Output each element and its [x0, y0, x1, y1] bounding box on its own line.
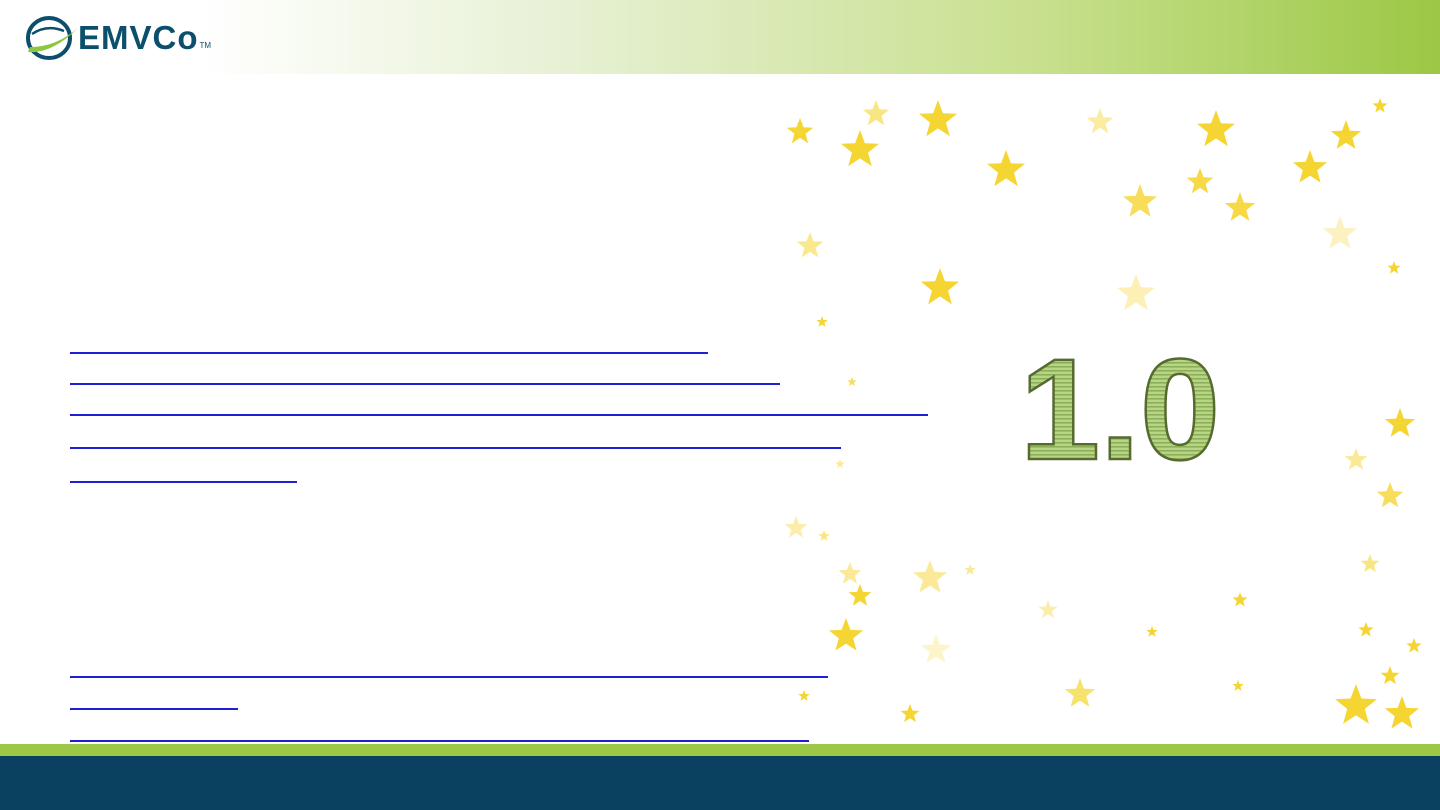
star-decoration	[784, 98, 1422, 729]
star-icon	[1117, 274, 1155, 311]
star-icon	[862, 100, 890, 126]
hyperlink-underline[interactable]	[70, 352, 708, 354]
star-icon	[1146, 626, 1158, 637]
star-icon	[841, 130, 879, 167]
star-icon	[1360, 554, 1380, 573]
star-icon	[1406, 638, 1422, 653]
star-icon	[784, 516, 808, 538]
star-icon	[1038, 600, 1058, 619]
version-text: 1.0	[1020, 346, 1220, 476]
hyperlink-underline[interactable]	[70, 447, 841, 449]
star-icon	[1335, 684, 1377, 724]
star-icon	[920, 634, 952, 663]
star-icon	[912, 560, 948, 593]
star-icon	[798, 690, 810, 701]
star-icon	[900, 704, 920, 723]
star-icon	[1344, 448, 1368, 470]
star-icon	[1197, 110, 1235, 147]
star-icon	[786, 118, 814, 144]
hyperlink-underline[interactable]	[70, 414, 928, 416]
star-icon	[838, 562, 862, 584]
footer-band	[0, 756, 1440, 810]
star-icon	[1232, 592, 1248, 607]
star-icon	[1376, 482, 1404, 508]
footer-accent-band	[0, 744, 1440, 756]
star-icon	[828, 618, 864, 651]
star-icon	[848, 584, 872, 606]
star-icon	[964, 564, 976, 575]
star-icon	[847, 377, 857, 386]
star-icon	[1384, 408, 1416, 437]
star-icon	[1387, 261, 1401, 274]
star-icon	[919, 100, 957, 137]
star-icon	[921, 268, 959, 305]
emvco-logo: EMVCo TM	[22, 14, 211, 62]
star-icon	[1322, 216, 1358, 249]
star-icon	[1086, 108, 1114, 134]
star-icon	[1064, 678, 1096, 707]
star-icon	[987, 150, 1025, 187]
star-icon	[1186, 168, 1214, 194]
star-icon	[1372, 98, 1388, 113]
star-icon	[1380, 666, 1400, 685]
star-icon	[1358, 622, 1374, 637]
hyperlink-underline[interactable]	[70, 708, 238, 710]
star-icon	[816, 316, 828, 327]
hyperlink-underline[interactable]	[70, 740, 809, 742]
hyperlink-underline[interactable]	[70, 481, 297, 483]
star-icon	[1232, 680, 1244, 691]
star-icon	[1224, 192, 1256, 221]
logo-trademark: TM	[199, 41, 212, 50]
star-icon	[835, 459, 845, 468]
globe-swoosh-icon	[26, 16, 78, 60]
logo-wordmark: EMVCo	[78, 19, 199, 56]
star-icon	[1122, 184, 1158, 217]
star-icon	[818, 530, 830, 541]
hyperlink-underline[interactable]	[70, 383, 780, 385]
star-icon	[1292, 150, 1328, 183]
hyperlink-underline[interactable]	[70, 676, 828, 678]
star-icon	[796, 232, 824, 258]
star-icon	[1384, 696, 1420, 729]
star-icon	[1330, 120, 1362, 149]
version-number: 1.0	[1020, 346, 1220, 476]
header-bar: EMVCo TM	[0, 0, 1440, 74]
